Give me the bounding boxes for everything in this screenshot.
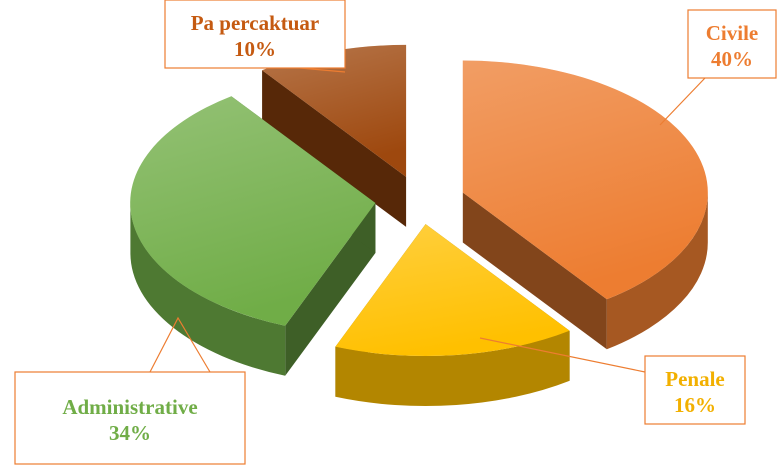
leader-line [149, 316, 211, 373]
slice-wall [606, 192, 708, 350]
slice-wall [335, 330, 570, 407]
category-label: Pa percaktuar [191, 11, 320, 35]
label-box [644, 355, 746, 425]
slice-highlight [335, 224, 570, 357]
leader-line [299, 67, 346, 73]
slice-side [462, 192, 607, 350]
value-label: 40% [711, 47, 753, 71]
slice-side [285, 203, 376, 376]
slice-highlight [130, 96, 376, 326]
value-label: 10% [234, 37, 276, 61]
slice-wall [130, 203, 286, 376]
value-label: 16% [674, 393, 716, 417]
leader-line [479, 337, 646, 373]
label-box [14, 371, 246, 465]
slice-highlight [462, 60, 708, 300]
slice-side [262, 70, 407, 227]
value-label: 34% [109, 421, 151, 445]
slice-highlight [262, 44, 407, 177]
category-label: Penale [665, 367, 724, 391]
category-label: Administrative [62, 395, 197, 419]
leader-line [659, 77, 706, 126]
label-box [687, 9, 777, 79]
category-label: Civile [706, 21, 759, 45]
label-box [164, 0, 346, 69]
pie [130, 44, 708, 407]
